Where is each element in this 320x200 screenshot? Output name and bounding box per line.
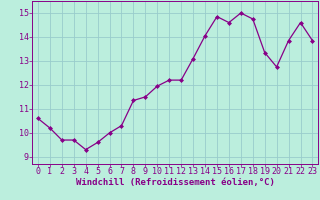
X-axis label: Windchill (Refroidissement éolien,°C): Windchill (Refroidissement éolien,°C) bbox=[76, 178, 275, 187]
